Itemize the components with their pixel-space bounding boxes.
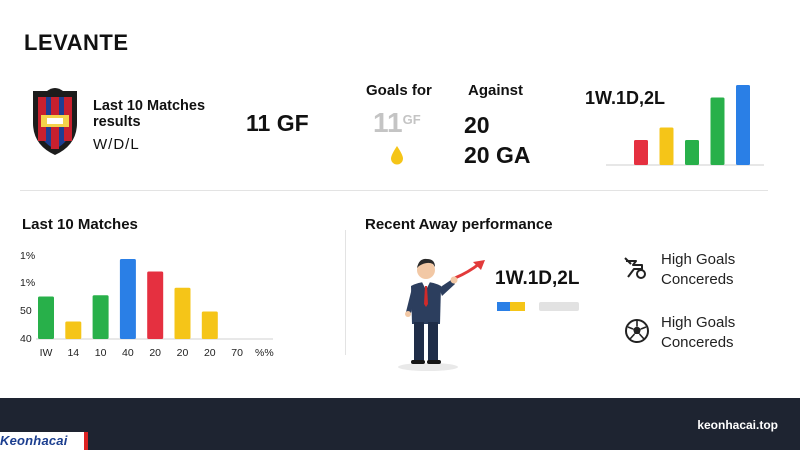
away-form-bar	[497, 302, 525, 311]
goals-against-value: 20 GA	[464, 142, 531, 168]
stat-high-goals-2: High Goals Concereds	[661, 313, 735, 353]
y-tick-label: 40	[20, 333, 32, 345]
brand-accent	[84, 432, 88, 450]
x-tick-label: %%	[255, 347, 274, 359]
chart-bar	[147, 271, 164, 339]
footer-bar	[0, 398, 800, 450]
x-tick-label: 40	[122, 347, 134, 359]
top-chart-bar	[634, 140, 648, 165]
y-tick-label: 1%	[20, 250, 35, 262]
stat-high-goals-1: High Goals Concereds	[661, 250, 735, 290]
x-tick-label: IW	[40, 347, 53, 359]
brand-logo: Keonhacai	[0, 432, 88, 450]
whistle-icon	[624, 257, 646, 279]
goals-for-ghost-unit: GF	[402, 112, 421, 127]
brand-text: Keonhacai	[0, 433, 68, 448]
chart-bar	[174, 287, 191, 339]
x-tick-label: 20	[204, 347, 216, 359]
chart-bar	[38, 296, 54, 339]
top-chart-bar	[685, 140, 699, 165]
away-record: 1W.1D,2L	[495, 268, 580, 289]
top-chart-bar	[659, 127, 674, 165]
presenter-illustration	[398, 258, 485, 371]
stat-line: High Goals	[661, 251, 736, 268]
chart-bar	[65, 321, 82, 339]
chart-bar	[119, 259, 136, 339]
y-tick-label: 1%	[20, 277, 35, 289]
stat-line: High Goals	[661, 314, 736, 331]
section-divider	[20, 190, 768, 191]
stat-line: Concereds	[661, 271, 734, 288]
top-bar-chart	[606, 85, 764, 166]
against-value: 20	[464, 112, 490, 138]
away-form-track	[539, 302, 579, 311]
y-tick-label: 50	[20, 305, 32, 317]
away-performance-title: Recent Away performance	[365, 216, 553, 233]
chart-bar	[201, 311, 218, 339]
chart-bar	[92, 295, 109, 339]
x-tick-label: 14	[67, 347, 79, 359]
stat-line: Concereds	[661, 334, 734, 351]
x-tick-label: 70	[231, 347, 243, 359]
last-10-title: Last 10 Matches	[22, 216, 138, 233]
goals-for-ghost-number: 11	[373, 107, 403, 138]
soccer-ball-icon	[625, 319, 649, 343]
vertical-divider	[345, 230, 346, 355]
record-top: 1W.1D,2L	[585, 88, 666, 108]
wdl-label: W/D/L	[93, 136, 140, 153]
x-tick-label: 20	[149, 347, 161, 359]
top-chart-bar	[736, 85, 750, 165]
x-tick-label: 20	[177, 347, 189, 359]
top-chart-bar	[710, 97, 725, 165]
goals-for-ghost: 11GF	[373, 107, 421, 139]
footer-url[interactable]: keonhacai.top	[697, 418, 778, 432]
drop-icon	[391, 146, 403, 165]
last-10-results-label: Last 10 Matches results	[93, 98, 206, 130]
levante-crest-logo	[33, 88, 77, 155]
against-header: Against	[468, 82, 524, 99]
goals-for-header: Goals for	[366, 82, 432, 99]
last-10-bar-chart: 1% 1% 50 40 IW 14 10 40 20 20 20 70%%	[20, 250, 274, 359]
team-name: LEVANTE	[24, 30, 129, 55]
goals-for-value: 11 GF	[246, 110, 309, 136]
x-tick-label: 10	[95, 347, 107, 359]
